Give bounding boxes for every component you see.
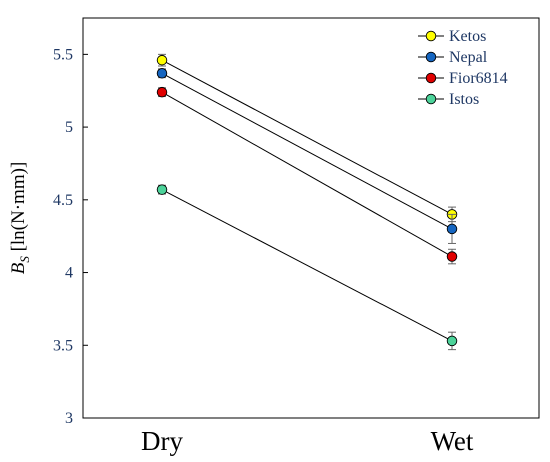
legend-item: Fior6814: [418, 70, 508, 87]
plot-area: [82, 17, 540, 419]
x-axis: Dry Wet: [141, 426, 474, 456]
y-axis-symbol: B: [8, 262, 29, 274]
y-axis-subscript: S: [17, 256, 32, 263]
y-tick-label: 3.5: [53, 337, 73, 354]
legend: Ketos Nepal Fior6814 Istos: [418, 28, 508, 108]
data-point: [446, 335, 458, 347]
legend-label: Fior6814: [449, 70, 508, 87]
data-point: [446, 223, 458, 235]
y-tick-label: 5: [65, 119, 73, 136]
x-category-label: Wet: [431, 426, 474, 456]
series-fior6814: [156, 86, 458, 265]
legend-label: Ketos: [449, 28, 486, 45]
y-tick-label: 4: [65, 265, 73, 282]
series-line: [161, 91, 453, 257]
data-point: [156, 54, 168, 66]
series-istos: [156, 184, 458, 351]
legend-label: Nepal: [449, 49, 488, 66]
series-layer: [156, 53, 458, 351]
y-tick-label: 5.5: [53, 46, 73, 63]
legend-marker: [425, 51, 437, 63]
series-nepal: [156, 68, 458, 244]
legend-item: Ketos: [418, 28, 486, 45]
legend-label: Istos: [449, 91, 479, 108]
series-line: [161, 189, 453, 342]
series-line: [161, 59, 453, 215]
legend-item: Nepal: [418, 49, 488, 66]
legend-item: Istos: [418, 91, 479, 108]
x-category-label: Dry: [141, 426, 183, 456]
y-axis-unit: [ln(N·mm)]: [8, 162, 29, 256]
legend-marker: [425, 72, 437, 84]
data-point: [156, 68, 168, 79]
y-axis: 3 3.5 4 4.5 5 5.5: [53, 46, 88, 427]
series-line: [161, 72, 453, 230]
y-tick-label: 4.5: [53, 192, 73, 209]
data-point: [446, 251, 458, 262]
data-point: [156, 184, 168, 195]
data-point: [156, 86, 168, 98]
y-tick-label: 3: [65, 410, 73, 427]
legend-marker: [425, 93, 437, 105]
legend-marker: [425, 30, 437, 42]
y-axis-title: BS [ln(N·mm)]: [8, 162, 32, 275]
